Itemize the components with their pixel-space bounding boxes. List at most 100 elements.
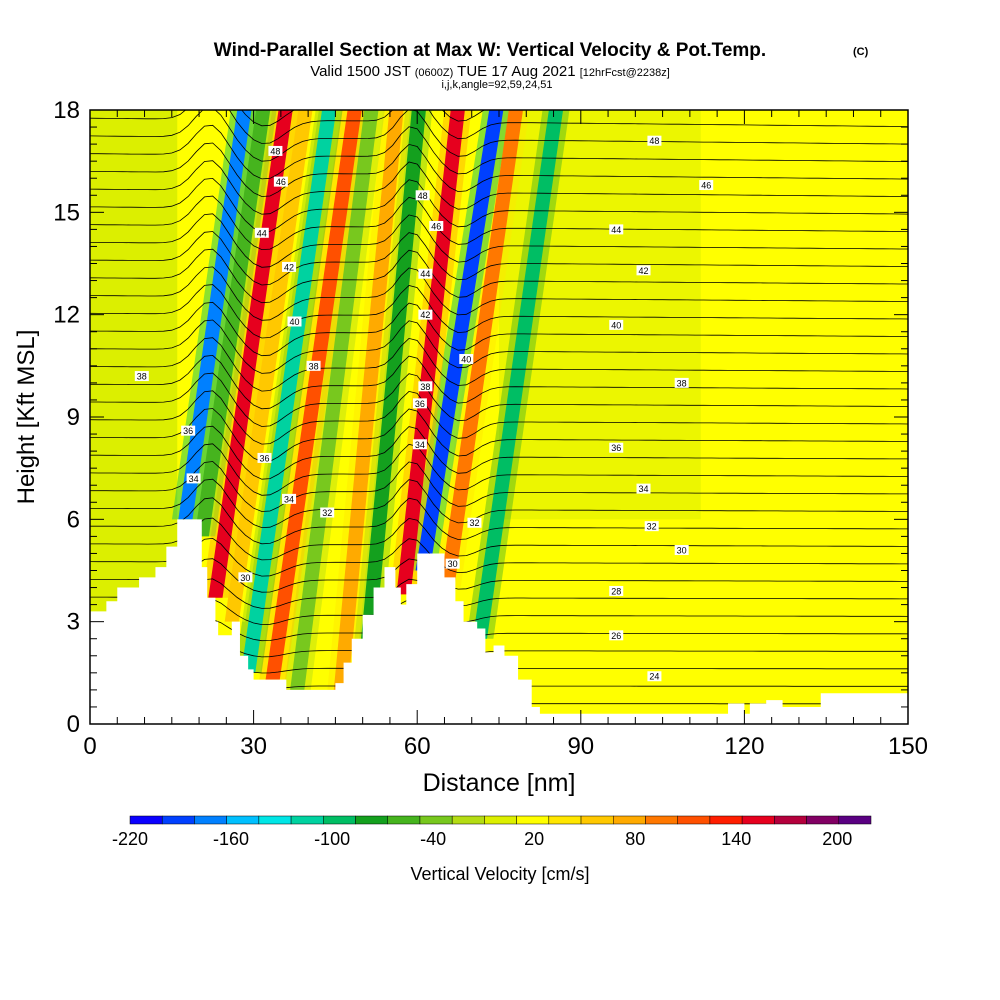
- theta-contour-line: [90, 231, 908, 286]
- velocity-cell: [224, 110, 313, 622]
- contour-label-text: 36: [259, 453, 269, 463]
- contour-label: 34: [282, 493, 297, 504]
- colorbar-swatch: [806, 815, 840, 825]
- colorbar-swatch: [258, 815, 292, 825]
- contour-label-text: 32: [647, 522, 657, 532]
- contour-label: 34: [412, 439, 427, 450]
- contour-label-bg: [609, 442, 624, 453]
- contour-label-text: 38: [420, 382, 430, 392]
- contour-label-bg: [273, 176, 288, 187]
- colorbar-tick-label: 200: [822, 829, 852, 849]
- contour-label: 36: [412, 398, 427, 409]
- theta-contour-line: [90, 537, 908, 577]
- chart-title-tag: (C): [853, 46, 869, 58]
- contour-label-text: 42: [639, 266, 649, 276]
- contour-label-text: 34: [639, 484, 649, 494]
- colorbar-swatch: [838, 815, 872, 825]
- x-tick-label: 30: [240, 733, 267, 760]
- theta-contour-line: [90, 598, 908, 626]
- contour-label: 40: [609, 319, 624, 330]
- valid-time: Valid 1500 JST: [310, 63, 410, 80]
- colorbar-label: Vertical Velocity [cm/s]: [410, 864, 589, 884]
- y-tick-label: 9: [67, 404, 80, 431]
- colorbar-swatch: [613, 815, 646, 825]
- contour-label: 44: [609, 224, 624, 235]
- contour-label-text: 30: [677, 546, 687, 556]
- contour-label-bg: [306, 360, 321, 371]
- x-tick-labels: 0 30 60 90 120 150: [83, 733, 928, 760]
- contour-label-bg: [287, 316, 302, 327]
- contour-label-text: 28: [611, 586, 621, 596]
- y-tick-label: 6: [67, 506, 80, 533]
- velocity-cell: [415, 110, 504, 571]
- colorbar-swatch: [194, 815, 227, 825]
- colorbar-tick-label: -100: [314, 829, 350, 849]
- theta-contour-line: [90, 517, 908, 561]
- contour-label-bg: [609, 224, 624, 235]
- contour-label: 36: [609, 442, 624, 453]
- contour-label-text: 38: [309, 361, 319, 371]
- contour-label-bg: [412, 398, 427, 409]
- contour-label: 34: [636, 483, 651, 494]
- contour-label-text: 24: [649, 672, 659, 682]
- contour-label: 32: [644, 521, 659, 532]
- contour-label-bg: [647, 671, 662, 682]
- theta-contour-line: [90, 372, 908, 427]
- contour-label-text: 34: [189, 474, 199, 484]
- velocity-cell: [396, 110, 465, 595]
- contour-label-text: 34: [284, 494, 294, 504]
- theta-contour-line: [90, 558, 908, 593]
- contour-label-text: 46: [431, 221, 441, 231]
- index-info: i,j,k,angle=92,59,24,51: [441, 79, 552, 91]
- theta-contour-line: [90, 497, 908, 545]
- contour-label: 44: [418, 268, 433, 279]
- contour-label-bg: [134, 371, 149, 382]
- contour-label: 48: [415, 190, 430, 201]
- contour-label-bg: [644, 521, 659, 532]
- terrain: [90, 519, 908, 724]
- colorbar-swatch: [226, 815, 260, 825]
- contour-label-bg: [609, 319, 624, 330]
- x-tick-label: 150: [888, 733, 928, 760]
- contour-label-bg: [412, 439, 427, 450]
- contour-label-bg: [415, 190, 430, 201]
- contour-label: 38: [418, 381, 433, 392]
- colorbar-swatch: [419, 815, 453, 825]
- contour-label: 38: [674, 377, 689, 388]
- theta-contour-line: [90, 142, 908, 197]
- contour-label: 38: [134, 371, 149, 382]
- contour-label: 32: [320, 507, 335, 518]
- contour-label-text: 42: [284, 262, 294, 272]
- contour-label-text: 36: [183, 426, 193, 436]
- theta-contour-line: [90, 425, 908, 480]
- y-tick-label: 12: [53, 302, 80, 329]
- contour-label-bg: [268, 145, 283, 156]
- colorbar-swatch: [451, 815, 485, 825]
- velocity-cell: [472, 110, 564, 639]
- contour-label-text: 44: [611, 225, 621, 235]
- contour-label: 42: [418, 309, 433, 320]
- theta-contour-line: [90, 160, 908, 215]
- contour-label-text: 30: [240, 573, 250, 583]
- chart-subtitle: Valid 1500 JST (0600Z) TUE 17 Aug 2021 […: [310, 63, 670, 80]
- theta-contour-line: [90, 354, 908, 410]
- contour-label-text: 36: [611, 443, 621, 453]
- contour-label-text: 40: [461, 355, 471, 365]
- colorbar-swatch: [645, 815, 678, 825]
- contour-label: 26: [609, 630, 624, 641]
- contour-label-text: 42: [420, 310, 430, 320]
- colorbar-swatch: [548, 815, 582, 825]
- colorbar-tick-label: -160: [213, 829, 249, 849]
- contour-label-bg: [238, 572, 253, 583]
- contour-label: 46: [273, 176, 288, 187]
- contour-label: 40: [287, 316, 302, 327]
- contour-label: 30: [674, 545, 689, 556]
- colorbar-swatch: [129, 815, 163, 825]
- contour-label-bg: [609, 630, 624, 641]
- terrain-fill: [90, 519, 908, 724]
- contour-label-bg: [282, 493, 297, 504]
- theta-contour-line: [90, 390, 908, 445]
- contour-label: 42: [282, 261, 297, 272]
- contour-labels: 48 46 44 42 40 38 38 36 36 34 34 32 30 48 46 44 42 40 38 36…: [134, 135, 714, 682]
